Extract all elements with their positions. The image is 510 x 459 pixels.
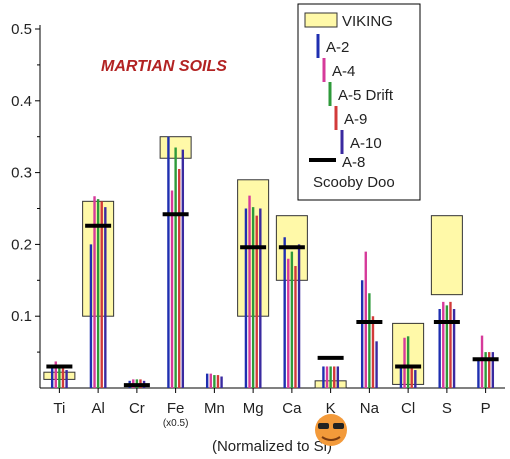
- legend: VIKING A-2 A-4 A-5 Drift A-9 A-10 A-8 Scooby Do…: [297, 3, 421, 201]
- category-label-mg: Mg: [243, 400, 264, 417]
- legend-label-a-5-drift: A-5 Drift: [338, 87, 394, 104]
- category-label-mn: Mn: [204, 400, 225, 417]
- legend-label-a8: A-8: [342, 154, 365, 171]
- category-label-cl: Cl: [401, 400, 415, 417]
- category-label-na: Na: [360, 400, 380, 417]
- category-label-s: S: [442, 400, 452, 417]
- legend-label-scooby-doo: Scooby Doo: [313, 174, 395, 191]
- axes: 0.1 0.2 0.3 0.4 0.5: [11, 21, 505, 393]
- bars: [50, 136, 495, 388]
- a8-markers: [46, 212, 499, 388]
- legend-swatch-viking: [304, 12, 338, 28]
- category-label-cr: Cr: [129, 400, 145, 417]
- legend-label-a-9: A-9: [344, 111, 367, 128]
- y-tick-label: 0.5: [11, 21, 32, 38]
- viking-range-s: [430, 215, 463, 296]
- y-tick-label: 0.4: [11, 93, 32, 110]
- category-label-k: K: [326, 400, 336, 417]
- legend-label-viking: VIKING: [342, 13, 393, 30]
- legend-label-a-4: A-4: [332, 63, 355, 80]
- y-tick-label: 0.2: [11, 236, 32, 253]
- category-label-al: Al: [91, 400, 104, 417]
- y-tick-label: 0.3: [11, 165, 32, 182]
- legend-label-a-2: A-2: [326, 39, 349, 56]
- category-label-p: P: [481, 400, 491, 417]
- category-label-ti: Ti: [53, 400, 65, 417]
- category-labels: Ti Al Cr Fe(x0.5) Mn Mg Ca K Na Cl S P: [53, 400, 490, 429]
- category-note-fe: (x0.5): [163, 418, 189, 429]
- x-axis-label: (Normalized to Si): [212, 438, 332, 455]
- chart-title: MARTIAN SOILS: [101, 58, 227, 75]
- legend-label-a-10: A-10: [350, 135, 382, 152]
- emoji-watermark-icon: [315, 414, 347, 446]
- category-label-fe: Fe: [167, 400, 185, 417]
- y-tick-label: 0.1: [11, 308, 32, 325]
- category-label-ca: Ca: [282, 400, 302, 417]
